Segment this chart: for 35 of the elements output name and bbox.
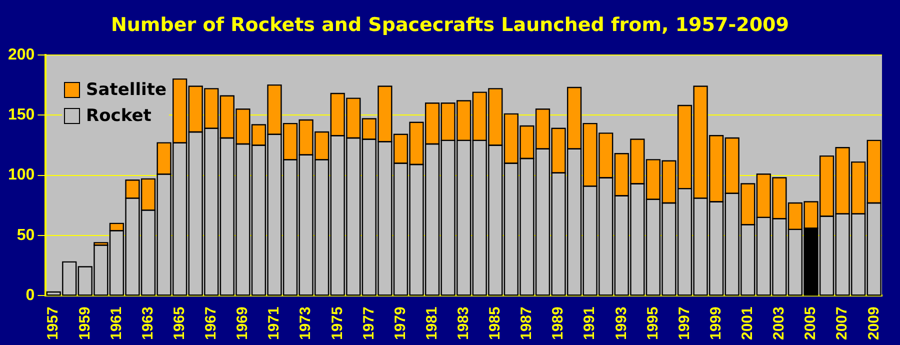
- x-tick-label: 1987: [518, 306, 536, 340]
- x-tick-label: 1993: [612, 306, 630, 340]
- y-tick-label: 50: [16, 226, 35, 244]
- x-tick-label: 1989: [550, 306, 567, 340]
- x-tick-label: 1973: [297, 306, 314, 340]
- x-tick-label: 1969: [234, 306, 252, 340]
- x-tick-label: 2001: [739, 306, 756, 340]
- series-label: Rocket: [86, 106, 152, 126]
- x-tick-label: 2005: [802, 306, 820, 340]
- x-tick-label: 1981: [423, 306, 440, 340]
- y-tick-label: 150: [8, 106, 35, 124]
- x-tick-label: 1977: [360, 306, 378, 340]
- x-tick-label: 1963: [139, 306, 156, 340]
- x-tick-label: 1967: [202, 306, 220, 340]
- y-tick-label: 200: [8, 46, 35, 64]
- legend-label: Satellite: [86, 80, 167, 100]
- x-tick-label: 1999: [707, 306, 724, 340]
- x-tick-label: 1991: [581, 306, 598, 340]
- x-tick-label: 2009: [865, 306, 882, 340]
- x-tick-label: 1961: [108, 306, 125, 340]
- y-tick-label: 100: [8, 166, 35, 184]
- x-tick-label: 1979: [392, 306, 409, 340]
- x-tick-label: 2003: [770, 306, 788, 340]
- chart-title: Number of Rockets and Spacecrafts Launched from, 1957-2009: [110, 14, 790, 36]
- x-tick-label: 1983: [454, 306, 472, 340]
- x-tick-label: 1985: [486, 306, 504, 340]
- x-tick-label: 2007: [834, 306, 851, 340]
- x-tick-label: 1959: [76, 306, 94, 340]
- y-tick-label: 0: [26, 287, 35, 304]
- x-tick-label: 1965: [170, 306, 188, 340]
- x-tick-label: 1957: [44, 306, 62, 340]
- x-tick-label: 1997: [676, 306, 693, 340]
- x-tick-label: 1971: [266, 306, 283, 340]
- x-tick-label: 1995: [644, 306, 662, 340]
- x-tick-label: 1975: [328, 306, 346, 340]
